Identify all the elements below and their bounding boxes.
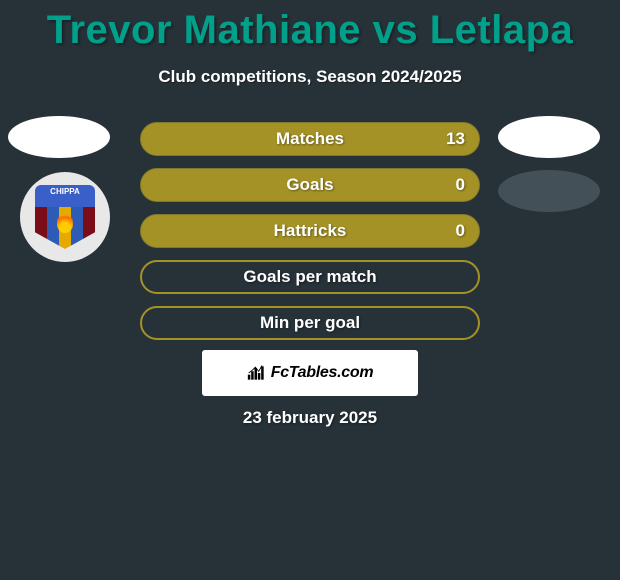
bar-chart-icon xyxy=(247,364,267,382)
stat-row-goals-per-match: Goals per match xyxy=(140,260,480,294)
page-title: Trevor Mathiane vs Letlapa xyxy=(0,0,620,53)
club-badge-left: CHIPPA xyxy=(20,172,120,266)
stat-label: Matches xyxy=(276,129,344,149)
stat-value-right: 0 xyxy=(456,221,465,241)
stat-label: Hattricks xyxy=(274,221,347,241)
subtitle: Club competitions, Season 2024/2025 xyxy=(0,67,620,87)
stat-row-goals: Goals 0 xyxy=(140,168,480,202)
attribution-badge: FcTables.com xyxy=(202,350,418,396)
stat-row-hattricks: Hattricks 0 xyxy=(140,214,480,248)
stat-label: Goals xyxy=(286,175,333,195)
stat-value-right: 13 xyxy=(446,129,465,149)
attribution-text: FcTables.com xyxy=(271,364,374,382)
flame-icon xyxy=(57,211,73,233)
player-right-avatar-secondary xyxy=(498,170,600,212)
player-left-avatar xyxy=(8,116,110,158)
stat-row-matches: Matches 13 xyxy=(140,122,480,156)
date-label: 23 february 2025 xyxy=(0,408,620,428)
stat-label: Min per goal xyxy=(260,313,360,333)
stat-row-min-per-goal: Min per goal xyxy=(140,306,480,340)
stat-label: Goals per match xyxy=(243,267,376,287)
stats-container: Matches 13 Goals 0 Hattricks 0 Goals per… xyxy=(140,122,480,352)
stat-value-right: 0 xyxy=(456,175,465,195)
badge-text: CHIPPA xyxy=(35,185,95,207)
player-right-avatar xyxy=(498,116,600,158)
